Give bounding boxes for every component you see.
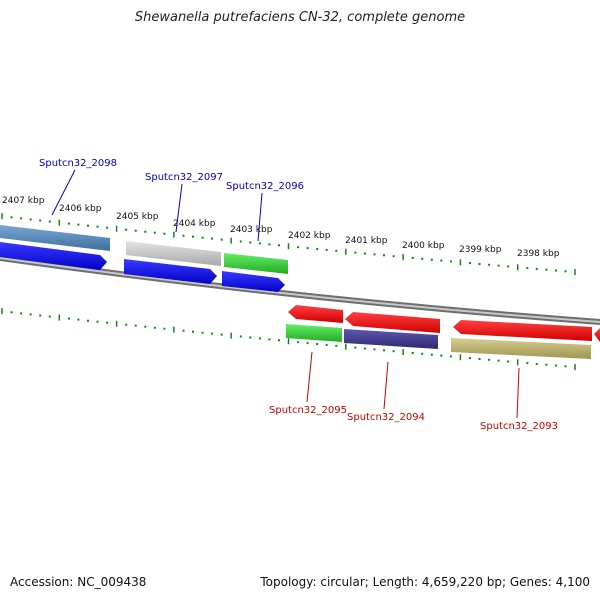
gene-label-2096[interactable]: Sputcn32_2096: [226, 181, 304, 192]
gene-2096-feature[interactable]: [224, 253, 288, 274]
gene-2093-leader: [516, 367, 520, 419]
scale-label-2399: 2399 kbp: [459, 245, 502, 255]
gene-label-2098[interactable]: Sputcn32_2098: [39, 158, 117, 169]
gene-2098-feature[interactable]: [0, 225, 110, 251]
scale-label-2405: 2405 kbp: [116, 212, 159, 222]
accession-text: Accession: NC_009438: [10, 575, 147, 589]
map-title: Shewanella putrefaciens CN-32, complete …: [134, 10, 466, 25]
gene-label-2094[interactable]: Sputcn32_2094: [347, 412, 425, 423]
genome-backbone-highlight: [0, 257, 600, 323]
gene-2095-feature[interactable]: [286, 324, 342, 342]
scale-label-2404: 2404 kbp: [173, 219, 216, 229]
gene-label-2097[interactable]: Sputcn32_2097: [145, 172, 223, 183]
gene-2093-cds-arrow[interactable]: [453, 320, 592, 341]
gene-2094-leader: [383, 361, 389, 410]
scale-label-2407: 2407 kbp: [2, 196, 45, 206]
gene-2096-leader: [257, 192, 263, 242]
gene-label-2093[interactable]: Sputcn32_2093: [480, 421, 558, 432]
gene-2095-leader: [306, 351, 313, 403]
gene-2097-cds-arrow[interactable]: [124, 259, 217, 284]
gene-2095-cds-arrow[interactable]: [288, 305, 343, 323]
scale-label-2406: 2406 kbp: [59, 204, 102, 214]
scale-ticks-upper: [1, 213, 576, 276]
gene-2094-feature[interactable]: [344, 329, 438, 349]
scale-label-2400: 2400 kbp: [402, 241, 445, 251]
scale-label-2398: 2398 kbp: [517, 249, 560, 259]
scale-label-2403: 2403 kbp: [230, 225, 273, 235]
gene-2097-feature[interactable]: [126, 241, 221, 266]
gene-2097-leader: [175, 183, 183, 233]
scale-ticks-lower: [1, 308, 576, 371]
genome-summary-text: Topology: circular; Length: 4,659,220 bp…: [260, 575, 590, 589]
gene-label-2095[interactable]: Sputcn32_2095: [269, 405, 347, 416]
gene-2098-cds-arrow[interactable]: [0, 242, 107, 270]
gene-2093-feature[interactable]: [451, 338, 591, 359]
gene-2098-leader: [51, 169, 76, 216]
gene-next-cds-arrow[interactable]: [594, 328, 600, 342]
gene-2096-cds-arrow[interactable]: [222, 271, 285, 292]
gene-2094-cds-arrow[interactable]: [345, 312, 440, 333]
scale-label-2402: 2402 kbp: [288, 231, 331, 241]
scale-label-2401: 2401 kbp: [345, 236, 388, 246]
